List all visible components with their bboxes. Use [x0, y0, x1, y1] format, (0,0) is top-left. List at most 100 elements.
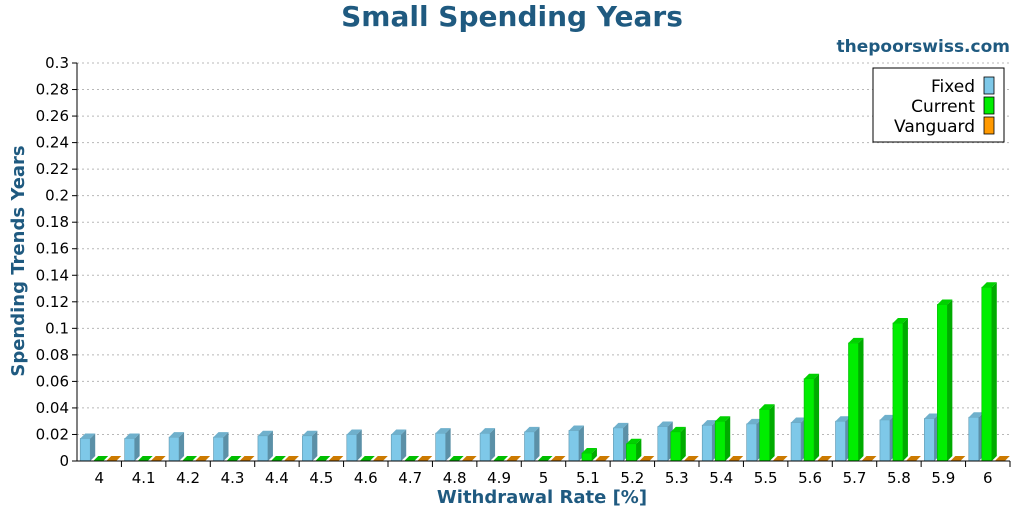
bar-vanguard-5 [550, 456, 566, 461]
chart-title: Small Spending Years [341, 0, 683, 33]
bar-vanguard-5.9 [950, 456, 966, 461]
bar-current-5 [537, 456, 553, 461]
bar-vanguard-4.9 [506, 456, 522, 461]
bar-fixed-4.4 [257, 430, 273, 462]
bar-vanguard-5.6 [817, 456, 833, 461]
bar-vanguard-4.8 [461, 456, 477, 461]
bar-current-4.9 [493, 456, 509, 461]
legend-label-current: Current [911, 97, 975, 117]
bar-current-5.5 [759, 404, 775, 462]
bar-fixed-4.6 [346, 429, 362, 462]
bar-vanguard-6 [994, 456, 1010, 461]
axes [76, 63, 1010, 462]
legend-box [872, 67, 1005, 143]
bar-current-5.1 [581, 448, 597, 462]
y-tick-label: 0.26 [36, 107, 69, 125]
bar-vanguard-5.2 [639, 456, 655, 461]
legend-swatch-fixed [983, 76, 995, 95]
x-tick-label: 4.7 [398, 469, 422, 487]
bars [79, 282, 1010, 462]
bar-current-4 [93, 456, 109, 461]
bar-fixed-5 [524, 426, 540, 462]
bar-vanguard-4.5 [328, 456, 344, 461]
y-tick-label: 0.06 [36, 372, 69, 390]
x-tick-label: 4.9 [487, 469, 511, 487]
x-tick-label: 4.1 [132, 469, 156, 487]
x-ticks: 4 4.1 4.2 4.3 4.4 4.5 4.6 4.7 4.8 4.9 5 5.1 5.2 5.3 5.… [94, 461, 1011, 487]
bar-current-4.4 [270, 456, 286, 461]
bar-vanguard-5.3 [683, 456, 699, 461]
y-tick-label: 0.14 [36, 266, 69, 284]
bar-fixed-5.1 [568, 425, 584, 462]
bar-vanguard-5.8 [905, 456, 921, 461]
legend-label-vanguard: Vanguard [894, 117, 975, 137]
y-tick-label: 0.3 [45, 54, 69, 72]
y-ticks: 0 0.02 0.04 0.06 0.08 0.1 0.12 0.14 0.16 0.18 0.2 0… [36, 54, 77, 470]
bar-vanguard-5.1 [594, 456, 610, 461]
x-tick-label: 5.8 [887, 469, 911, 487]
y-tick-label: 0.12 [36, 293, 69, 311]
legend-swatch-current [983, 96, 995, 115]
bar-fixed-4.3 [213, 432, 229, 462]
x-tick-label: 5.7 [843, 469, 867, 487]
bar-current-5.6 [803, 373, 820, 462]
grid [77, 62, 1010, 435]
y-tick-label: 0 [59, 452, 69, 470]
bar-vanguard-5.4 [728, 456, 744, 461]
bar-vanguard-4.4 [283, 456, 299, 461]
bar-current-4.2 [182, 456, 198, 461]
y-tick-label: 0.22 [36, 160, 69, 178]
bar-current-5.3 [670, 426, 686, 462]
bar-vanguard-4 [106, 456, 122, 461]
y-tick-label: 0.24 [36, 134, 69, 152]
bar-current-5.4 [714, 416, 731, 462]
x-tick-label: 4 [94, 469, 104, 487]
x-axis-title: Withdrawal Rate [%] [437, 487, 647, 508]
bar-current-4.6 [359, 456, 375, 461]
y-tick-label: 0.16 [36, 240, 69, 258]
y-tick-label: 0.2 [45, 187, 69, 205]
y-tick-label: 0.02 [36, 425, 69, 443]
y-tick-label: 0.08 [36, 346, 69, 364]
bar-fixed-4.2 [168, 432, 185, 462]
bar-current-4.7 [404, 456, 420, 461]
bar-current-5.9 [937, 299, 953, 462]
y-tick-label: 0.04 [36, 399, 69, 417]
bar-current-4.8 [448, 456, 464, 461]
bar-fixed-4.8 [435, 428, 451, 462]
x-tick-label: 4.3 [221, 469, 245, 487]
bar-fixed-4.5 [302, 430, 318, 462]
y-tick-label: 0.28 [36, 81, 69, 99]
bar-vanguard-4.6 [372, 456, 388, 461]
bar-current-4.1 [137, 456, 153, 461]
legend-label-fixed: Fixed [931, 77, 975, 97]
x-tick-label: 4.2 [176, 469, 200, 487]
bar-fixed-4 [79, 433, 96, 462]
bar-vanguard-4.2 [195, 456, 211, 461]
watermark: thepoorswiss.com [837, 37, 1011, 57]
y-axis-title: Spending Trends Years [8, 145, 29, 376]
bar-current-5.8 [892, 318, 908, 462]
bar-current-5.7 [848, 337, 864, 462]
x-tick-label: 4.5 [309, 469, 333, 487]
bar-vanguard-4.7 [417, 456, 433, 461]
bar-current-4.5 [315, 456, 331, 461]
bar-fixed-4.1 [124, 433, 140, 462]
x-tick-label: 5.6 [798, 469, 822, 487]
bar-vanguard-5.7 [861, 456, 877, 461]
x-tick-label: 5.5 [754, 469, 778, 487]
bar-vanguard-5.5 [772, 456, 788, 461]
x-tick-label: 5.9 [931, 469, 955, 487]
x-tick-label: 4.6 [354, 469, 378, 487]
y-tick-label: 0.18 [36, 213, 69, 231]
bar-vanguard-4.1 [150, 456, 166, 461]
bar-fixed-4.7 [390, 429, 407, 462]
y-tick-label: 0.1 [45, 319, 69, 337]
x-tick-label: 5.3 [665, 469, 689, 487]
bar-current-5.2 [626, 438, 642, 462]
x-tick-label: 5.4 [709, 469, 733, 487]
bar-fixed-4.9 [479, 428, 496, 462]
bar-vanguard-4.3 [239, 456, 255, 461]
